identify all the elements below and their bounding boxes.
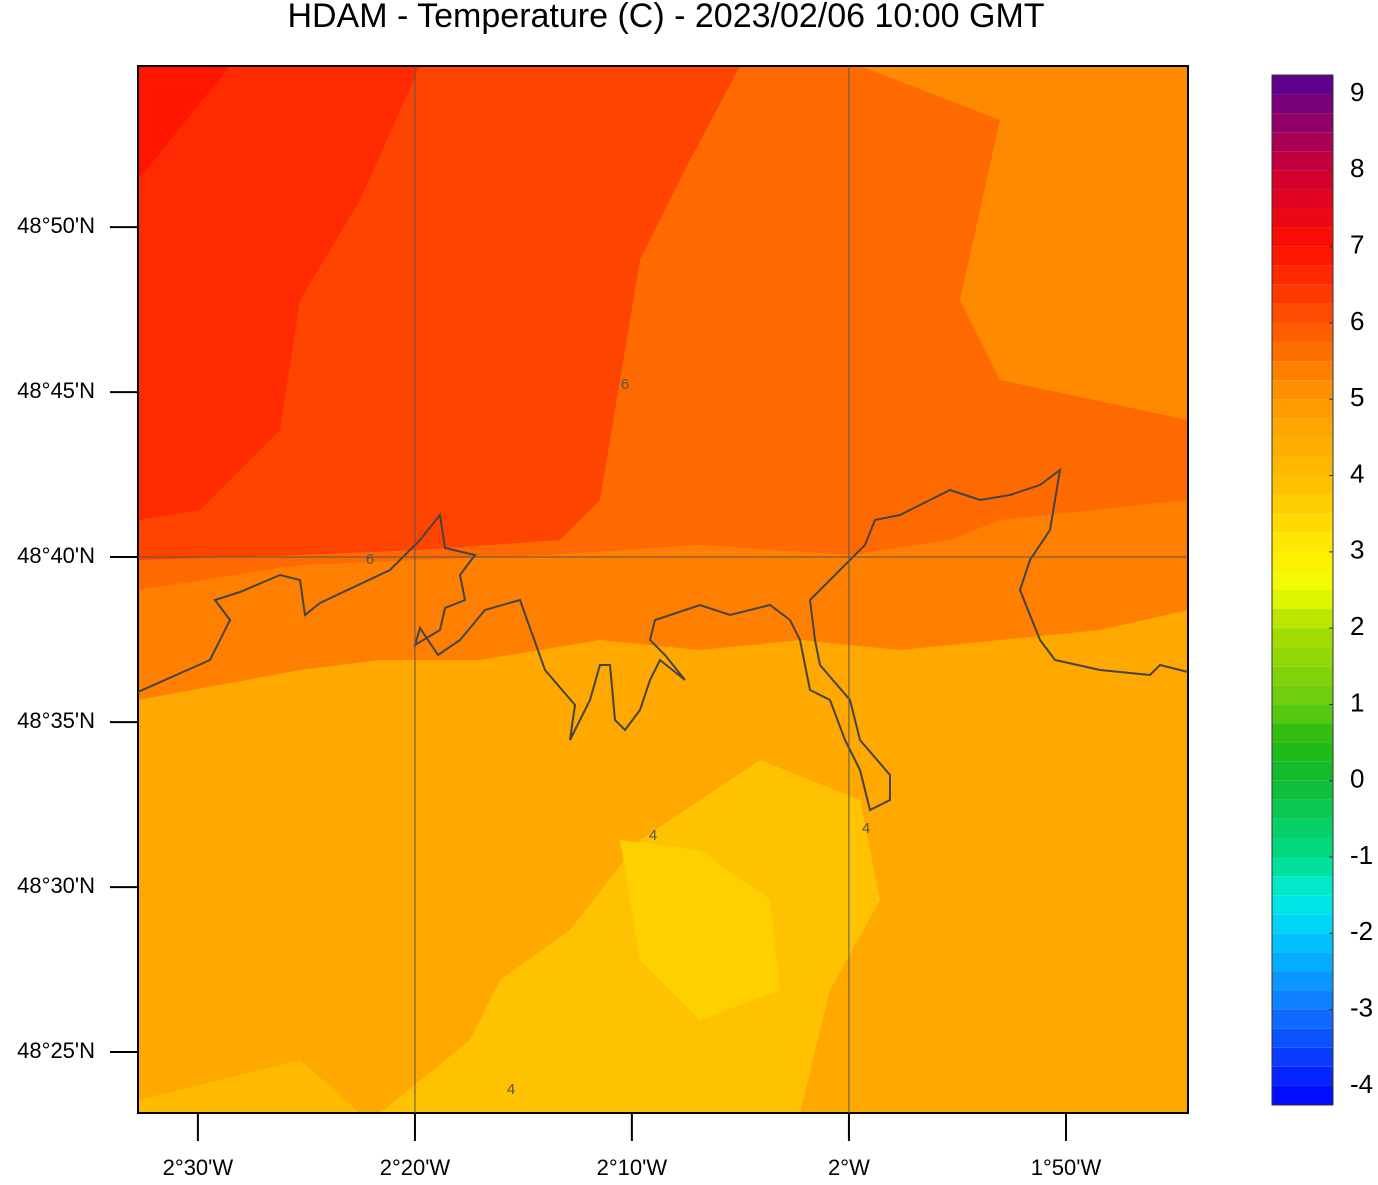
colorbar-band xyxy=(1272,475,1333,495)
colorbar-band xyxy=(1272,342,1333,362)
contour-label: 4 xyxy=(862,820,870,837)
colorbar-band xyxy=(1272,380,1333,400)
colorbar-band xyxy=(1272,990,1333,1010)
colorbar-band xyxy=(1272,132,1333,152)
colorbar-band xyxy=(1272,265,1333,285)
colorbar-band xyxy=(1272,189,1333,209)
colorbar-band xyxy=(1272,1085,1333,1105)
colorbar-band xyxy=(1272,895,1333,915)
colorbar-band xyxy=(1272,685,1333,705)
colorbar-label: 3 xyxy=(1350,535,1364,565)
y-tick-label: 48°25'N xyxy=(17,1038,95,1063)
colorbar-label: -1 xyxy=(1350,840,1373,870)
contour-label: 4 xyxy=(649,827,657,844)
x-tick-label: 2°20'W xyxy=(380,1155,451,1180)
colorbar-band xyxy=(1272,94,1333,114)
colorbar-band xyxy=(1272,170,1333,190)
contour-label: 6 xyxy=(366,551,374,568)
colorbar-band xyxy=(1272,857,1333,877)
colorbar-band xyxy=(1272,818,1333,838)
colorbar-band xyxy=(1272,570,1333,590)
colorbar-band xyxy=(1272,704,1333,724)
contour-label: 4 xyxy=(507,1081,515,1098)
colorbar-band xyxy=(1272,761,1333,781)
colorbar-band xyxy=(1272,322,1333,343)
colorbar-band xyxy=(1272,971,1333,991)
chart-title: HDAM - Temperature (C) - 2023/02/06 10:0… xyxy=(287,0,1044,35)
x-tick-label: 1°50'W xyxy=(1031,1155,1102,1180)
colorbar-label: 7 xyxy=(1350,230,1364,260)
colorbar-band xyxy=(1272,666,1333,686)
colorbar-band xyxy=(1272,399,1333,419)
colorbar-band xyxy=(1272,532,1333,552)
colorbar-label: 2 xyxy=(1350,611,1364,641)
colorbar-band xyxy=(1272,151,1333,171)
y-tick-label: 48°40'N xyxy=(17,543,95,568)
colorbar-band xyxy=(1272,1009,1333,1029)
colorbar-label: 0 xyxy=(1350,764,1364,794)
x-tick-label: 2°W xyxy=(828,1155,870,1180)
colorbar-label: -3 xyxy=(1350,993,1373,1023)
colorbar-band xyxy=(1272,628,1333,648)
coastline xyxy=(138,467,1188,812)
colorbar-band xyxy=(1272,1066,1333,1086)
colorbar-band xyxy=(1272,513,1333,533)
colorbar-band xyxy=(1272,551,1333,571)
colorbar-label: -4 xyxy=(1350,1069,1373,1099)
colorbar-band xyxy=(1272,876,1333,896)
colorbar-band xyxy=(1272,113,1333,133)
colorbar-band xyxy=(1272,361,1333,381)
colorbar-band xyxy=(1272,246,1333,266)
y-tick-label: 48°45'N xyxy=(17,378,95,403)
colorbar-band xyxy=(1272,799,1333,819)
colorbar-band xyxy=(1272,723,1333,743)
colorbar-band xyxy=(1272,456,1333,476)
colorbar-band xyxy=(1272,952,1333,972)
y-tick-label: 48°50'N xyxy=(17,213,95,238)
colorbar-band xyxy=(1272,1047,1333,1067)
colorbar-band xyxy=(1272,494,1333,514)
colorbar-band xyxy=(1272,1028,1333,1048)
colorbar-band xyxy=(1272,742,1333,762)
colorbar-label: 1 xyxy=(1350,687,1364,717)
x-tick-label: 2°30'W xyxy=(163,1155,234,1180)
colorbar-band xyxy=(1272,75,1333,95)
temperature-field xyxy=(138,66,1188,1113)
colorbar-label: 9 xyxy=(1350,77,1364,107)
x-tick-label: 2°10'W xyxy=(597,1155,668,1180)
y-tick-label: 48°30'N xyxy=(17,873,95,898)
colorbar-band xyxy=(1272,208,1333,228)
colorbar-band xyxy=(1272,284,1333,304)
y-tick-label: 48°35'N xyxy=(17,708,95,733)
colorbar-band xyxy=(1272,437,1333,457)
colorbar-label: -2 xyxy=(1350,916,1373,946)
colorbar-band xyxy=(1272,933,1333,953)
contour-label: 6 xyxy=(621,376,629,393)
colorbar-band xyxy=(1272,837,1333,858)
colorbar-band xyxy=(1272,303,1333,323)
colorbar-band xyxy=(1272,609,1333,629)
colorbar-label: 8 xyxy=(1350,153,1364,183)
colorbar-label: 5 xyxy=(1350,382,1364,412)
colorbar-band xyxy=(1272,647,1333,667)
colorbar-band xyxy=(1272,780,1333,800)
colorbar-frame xyxy=(1271,74,1334,1106)
colorbar-band xyxy=(1272,914,1333,934)
colorbar-label: 6 xyxy=(1350,306,1364,336)
colorbar-label: 4 xyxy=(1350,458,1364,488)
map-frame xyxy=(137,65,1189,1114)
colorbar-band xyxy=(1272,227,1333,247)
colorbar-band xyxy=(1272,590,1333,610)
colorbar-band xyxy=(1272,418,1333,438)
